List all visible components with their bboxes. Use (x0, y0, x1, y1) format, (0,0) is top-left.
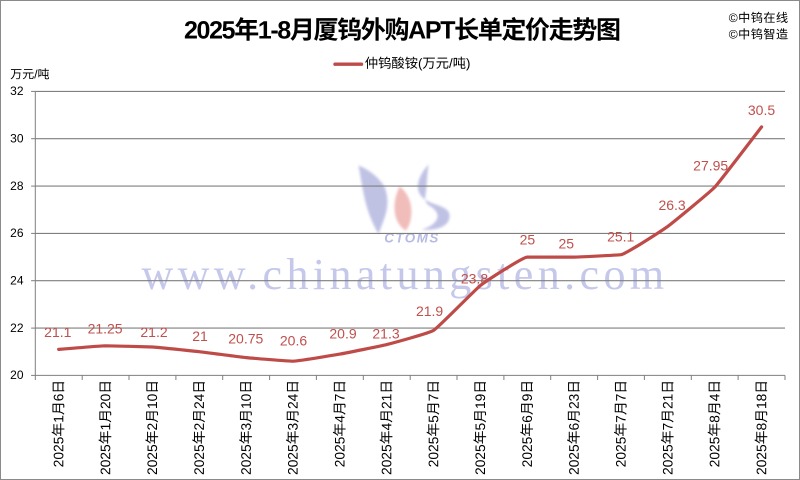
svg-text:20.6: 20.6 (280, 333, 307, 349)
svg-text:32: 32 (10, 84, 24, 98)
svg-text:30: 30 (10, 131, 24, 145)
svg-text:26: 26 (10, 226, 24, 240)
svg-text:25: 25 (559, 236, 575, 252)
svg-text:CTOMS: CTOMS (384, 231, 440, 246)
svg-text:26.3: 26.3 (658, 197, 685, 213)
svg-text:21.9: 21.9 (416, 303, 443, 319)
svg-text:25: 25 (520, 231, 536, 247)
svg-text:28: 28 (10, 179, 24, 193)
svg-text:21.2: 21.2 (140, 324, 167, 340)
svg-text:20: 20 (10, 368, 24, 382)
svg-text:20.75: 20.75 (228, 330, 263, 346)
svg-text:24: 24 (10, 273, 24, 287)
svg-text:25.1: 25.1 (607, 229, 634, 245)
svg-text:21.1: 21.1 (44, 324, 71, 340)
svg-text:22: 22 (10, 321, 24, 335)
svg-text:20.9: 20.9 (329, 326, 356, 342)
svg-text:23.8: 23.8 (461, 270, 488, 286)
svg-text:21.25: 21.25 (88, 321, 123, 337)
svg-text:27.95: 27.95 (693, 157, 728, 173)
svg-text:21.3: 21.3 (372, 326, 399, 342)
svg-text:21: 21 (192, 328, 208, 344)
svg-text:30.5: 30.5 (748, 102, 775, 118)
